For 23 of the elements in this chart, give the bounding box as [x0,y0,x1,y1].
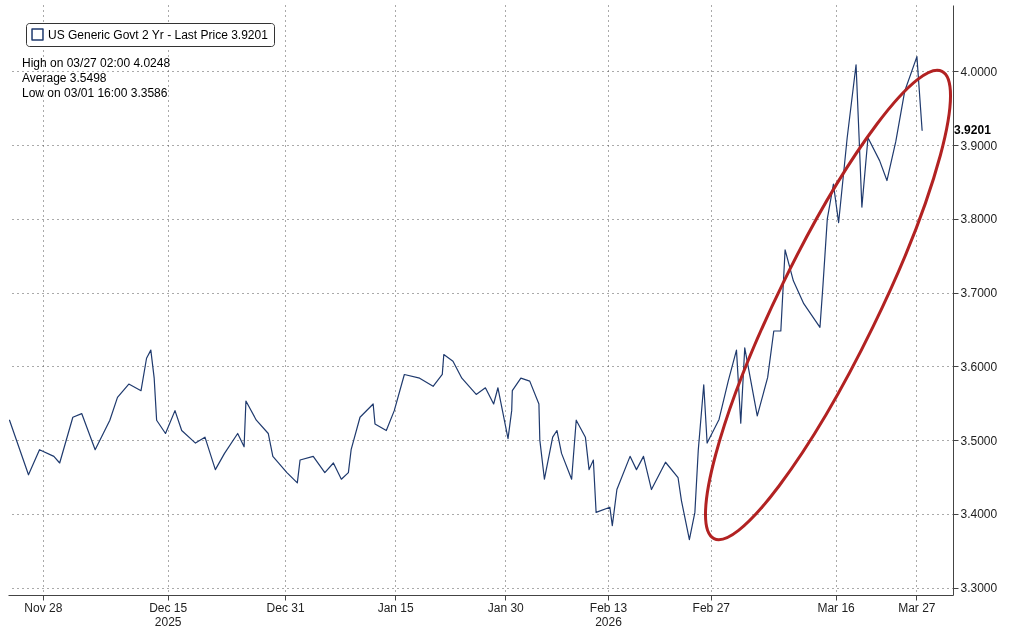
annotation: Average 3.5498 [22,71,107,85]
y-tick-label: 4.0000 [960,64,998,79]
x-tick-label: Nov 28 [24,600,63,615]
x-tick-label: Mar 27 [898,600,936,615]
y-tick-label: 3.3000 [960,581,998,596]
annotation: High on 03/27 02:00 4.0248 [22,56,171,70]
y-tick-label: 3.8000 [960,212,998,227]
x-tick-label: Mar 16 [817,600,856,615]
x-tick-label: Feb 13 2026 [589,600,628,629]
x-tick-label: Feb 27 [692,600,731,615]
annotation: Low on 03/01 16:00 3.3586 [22,86,168,100]
legend-label: US Generic Govt 2 Yr - Last Price 3.9201 [48,27,269,42]
x-tick-label: Dec 31 [266,600,305,615]
annotation: 3.9201 [954,123,992,138]
y-tick-label: 3.5000 [960,433,998,448]
y-tick-label: 3.4000 [960,507,998,522]
y-tick-label: 3.7000 [960,286,998,301]
line-series [8,56,923,541]
y-tick-label: 3.9000 [960,138,998,153]
x-tick-label: Jan 30 [487,600,525,615]
y-tick-label: 3.6000 [960,359,998,374]
x-tick-label: Dec 15 2025 [149,600,188,629]
x-tick-label: Jan 15 [377,600,415,615]
